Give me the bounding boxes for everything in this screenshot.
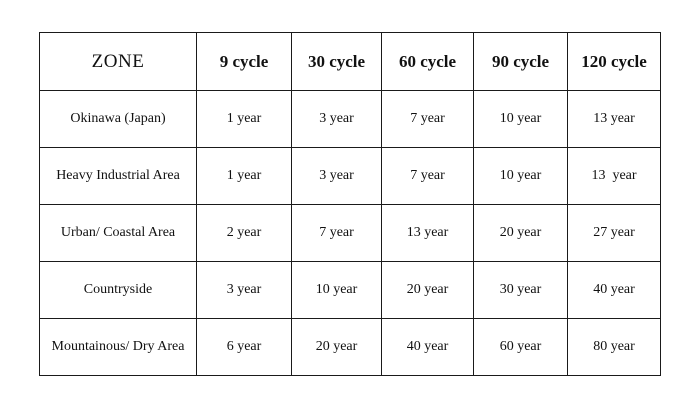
table-cell: 1 year (196, 147, 292, 205)
table-cell: 3 year (291, 147, 382, 205)
table-cell: 40 year (381, 318, 474, 376)
table-cell: 80 year (567, 318, 661, 376)
header-9-cycle: 9 cycle (196, 32, 292, 91)
table-cell: 10 year (291, 261, 382, 319)
header-row: ZONE 9 cycle 30 cycle 60 cycle 90 cycle … (39, 32, 661, 91)
table-cell: 2 year (196, 204, 292, 262)
table-cell: 20 year (473, 204, 568, 262)
zone-name-cell: Urban/ Coastal Area (39, 204, 197, 262)
table-cell: 13 year (381, 204, 474, 262)
table-cell: 1 year (196, 90, 292, 148)
table-row: Okinawa (Japan) 1 year 3 year 7 year 10 … (39, 90, 661, 148)
table-cell: 30 year (473, 261, 568, 319)
table-cell: 20 year (381, 261, 474, 319)
header-120-cycle: 120 cycle (567, 32, 661, 91)
zone-name-cell: Okinawa (Japan) (39, 90, 197, 148)
table-cell: 20 year (291, 318, 382, 376)
header-60-cycle: 60 cycle (381, 32, 474, 91)
table-cell: 3 year (196, 261, 292, 319)
zone-name-cell: Countryside (39, 261, 197, 319)
table-cell: 7 year (291, 204, 382, 262)
table-row: Mountainous/ Dry Area 6 year 20 year 40 … (39, 318, 661, 376)
header-zone: ZONE (39, 32, 197, 91)
header-30-cycle: 30 cycle (291, 32, 382, 91)
table-cell: 7 year (381, 90, 474, 148)
table-cell: 60 year (473, 318, 568, 376)
table-cell: 27 year (567, 204, 661, 262)
table-cell: 10 year (473, 90, 568, 148)
table-cell: 10 year (473, 147, 568, 205)
table-cell: 3 year (291, 90, 382, 148)
table-cell: 40 year (567, 261, 661, 319)
header-90-cycle: 90 cycle (473, 32, 568, 91)
zone-name-cell: Heavy Industrial Area (39, 147, 197, 205)
table-cell: 13 year (567, 147, 661, 205)
zone-name-cell: Mountainous/ Dry Area (39, 318, 197, 376)
table-row: Heavy Industrial Area 1 year 3 year 7 ye… (39, 147, 661, 205)
table-cell: 6 year (196, 318, 292, 376)
table-row: Countryside 3 year 10 year 20 year 30 ye… (39, 261, 661, 319)
table-cell: 13 year (567, 90, 661, 148)
table-row: Urban/ Coastal Area 2 year 7 year 13 yea… (39, 204, 661, 262)
zone-cycle-table: ZONE 9 cycle 30 cycle 60 cycle 90 cycle … (39, 32, 661, 376)
table-cell: 7 year (381, 147, 474, 205)
